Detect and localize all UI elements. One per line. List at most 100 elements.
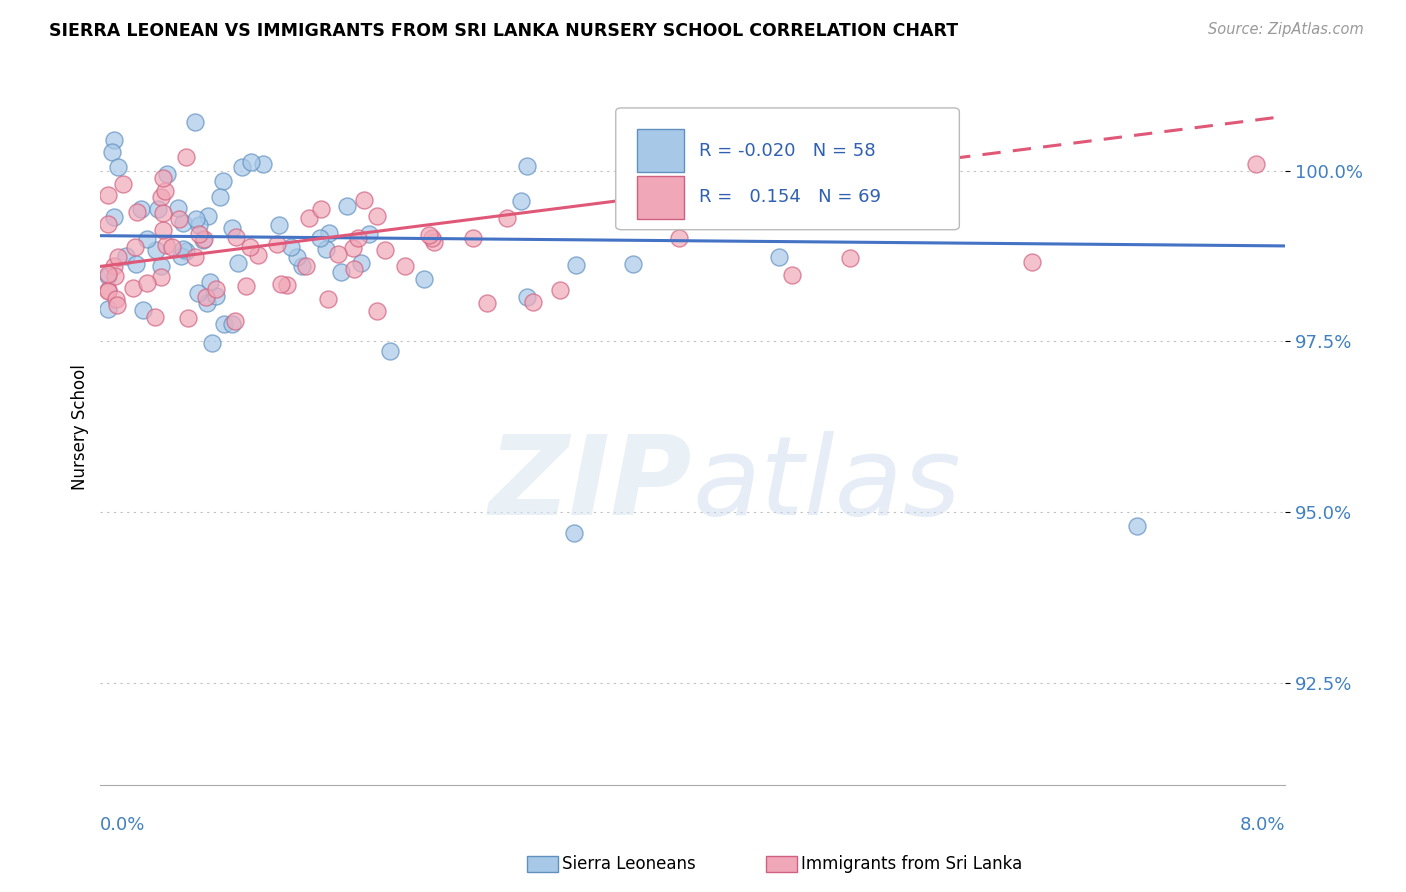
Point [191,233,214,247]
Point [1021,255,1043,269]
Point [838,251,860,265]
Point [780,268,803,282]
Point [889,191,911,205]
Point [231,161,253,175]
Point [172,243,194,257]
Point [204,282,226,296]
Point [104,292,127,306]
Point [366,304,388,318]
Point [129,202,152,217]
Point [1126,518,1149,533]
Point [143,310,166,325]
Point [136,276,159,290]
Point [212,173,235,187]
Point [285,250,308,264]
Point [104,268,127,283]
Point [103,133,125,147]
Point [235,278,257,293]
Point [336,200,359,214]
Point [152,206,174,220]
Bar [637,129,685,172]
Point [315,243,337,257]
Point [565,258,588,272]
Point [125,257,148,271]
Point [162,240,184,254]
Point [295,260,318,274]
Point [174,150,197,164]
Point [1244,157,1267,171]
Point [132,303,155,318]
Point [276,278,298,293]
Point [187,227,209,241]
Text: 8.0%: 8.0% [1240,815,1285,834]
Text: ZIP: ZIP [489,431,693,538]
Point [201,335,224,350]
Point [475,296,498,310]
Point [751,179,773,194]
Point [226,255,249,269]
Point [647,205,669,219]
Point [97,283,120,297]
Point [103,259,125,273]
Point [378,343,401,358]
Point [768,250,790,264]
Point [153,184,176,198]
Point [221,220,243,235]
Point [152,222,174,236]
Point [562,525,585,540]
Point [149,259,172,273]
Point [166,202,188,216]
Text: R =   0.154   N = 69: R = 0.154 N = 69 [699,188,880,206]
Text: Immigrants from Sri Lanka: Immigrants from Sri Lanka [801,855,1022,873]
Point [240,155,263,169]
Point [124,240,146,254]
Point [112,178,135,192]
Point [342,241,364,255]
Point [298,211,321,226]
Point [342,262,364,277]
Point [318,226,340,240]
Point [496,211,519,225]
Point [107,250,129,264]
Point [204,289,226,303]
Point [184,211,207,226]
Point [418,227,440,242]
FancyBboxPatch shape [616,108,959,230]
Point [195,290,218,304]
Point [193,232,215,246]
Point [97,267,120,281]
Point [149,270,172,285]
Point [644,204,666,219]
Point [423,235,446,249]
Bar [637,176,685,219]
Point [145,244,167,258]
Point [280,240,302,254]
Point [184,250,207,264]
Text: Source: ZipAtlas.com: Source: ZipAtlas.com [1208,22,1364,37]
Point [105,298,128,312]
Point [187,285,209,300]
Point [184,115,207,129]
Point [221,318,243,332]
Point [510,194,533,208]
Point [420,230,443,244]
Point [152,171,174,186]
Point [291,260,314,274]
Text: 0.0%: 0.0% [100,815,146,834]
Point [135,232,157,246]
Point [103,211,125,225]
Text: atlas: atlas [693,431,962,538]
Point [374,243,396,257]
Point [668,231,690,245]
Point [97,188,120,202]
Point [516,159,538,173]
Point [156,168,179,182]
Point [195,295,218,310]
Point [239,240,262,254]
Point [247,248,270,262]
Point [548,283,571,297]
Point [366,209,388,223]
Point [621,257,644,271]
Point [174,244,197,258]
Point [516,289,538,303]
